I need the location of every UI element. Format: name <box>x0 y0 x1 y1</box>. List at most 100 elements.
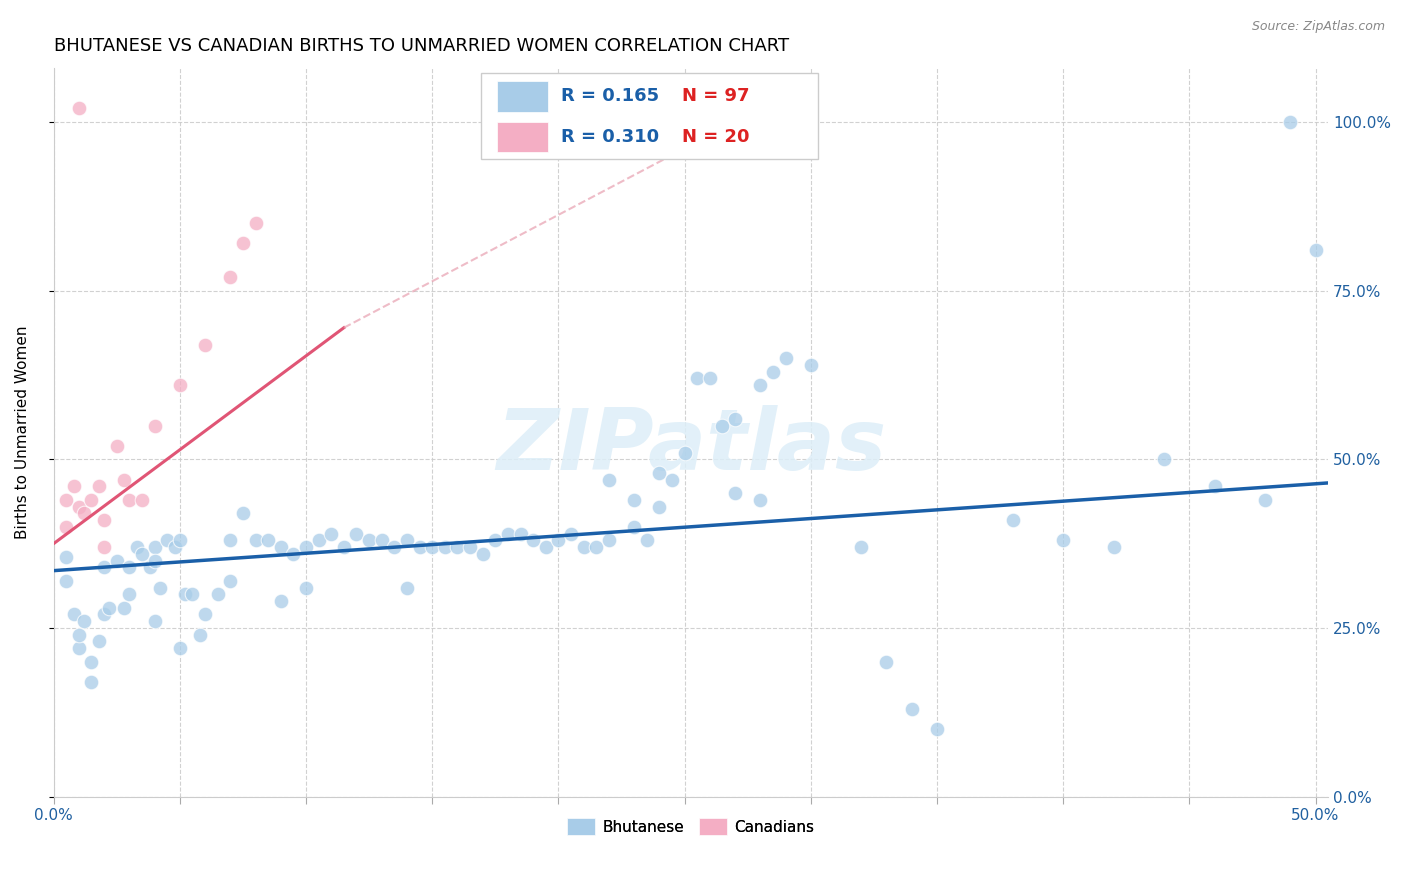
Text: R = 0.165: R = 0.165 <box>561 87 659 105</box>
Point <box>67 500 90 514</box>
Point <box>67 628 90 642</box>
Point <box>433 540 456 554</box>
Point <box>572 540 595 554</box>
Point <box>143 418 166 433</box>
Point <box>118 560 141 574</box>
Point <box>875 655 897 669</box>
Point <box>105 553 128 567</box>
Point <box>648 466 671 480</box>
Point <box>232 506 254 520</box>
Point <box>446 540 468 554</box>
Point <box>636 533 658 548</box>
Point <box>295 540 318 554</box>
Point <box>598 533 620 548</box>
Point <box>131 492 153 507</box>
Point <box>55 550 77 565</box>
Point <box>181 587 204 601</box>
Point <box>207 587 229 601</box>
Point <box>149 581 172 595</box>
Point <box>125 540 148 554</box>
Point <box>188 628 211 642</box>
Point <box>661 473 683 487</box>
Point <box>270 540 292 554</box>
Point <box>395 581 418 595</box>
Point <box>295 581 318 595</box>
Point <box>900 702 922 716</box>
Point <box>138 560 160 574</box>
Point <box>67 641 90 656</box>
Point <box>143 540 166 554</box>
Text: N = 20: N = 20 <box>682 128 749 146</box>
Point <box>370 533 392 548</box>
Point <box>321 526 343 541</box>
Point <box>1254 492 1277 507</box>
Point <box>395 533 418 548</box>
Point <box>232 236 254 251</box>
Point <box>534 540 557 554</box>
Point <box>408 540 430 554</box>
Point <box>194 337 217 351</box>
Point <box>800 358 823 372</box>
Point <box>87 634 110 648</box>
Point <box>156 533 179 548</box>
Point <box>73 614 96 628</box>
Text: ZIPatlas: ZIPatlas <box>496 405 886 489</box>
Text: BHUTANESE VS CANADIAN BIRTHS TO UNMARRIED WOMEN CORRELATION CHART: BHUTANESE VS CANADIAN BIRTHS TO UNMARRIE… <box>53 37 789 55</box>
Text: Source: ZipAtlas.com: Source: ZipAtlas.com <box>1251 20 1385 33</box>
FancyBboxPatch shape <box>498 122 548 153</box>
Point <box>219 270 242 285</box>
Y-axis label: Births to Unmarried Women: Births to Unmarried Women <box>15 326 30 539</box>
Point <box>1305 243 1327 257</box>
Point <box>724 486 747 500</box>
Point <box>673 445 696 459</box>
Point <box>257 533 280 548</box>
Point <box>724 412 747 426</box>
Point <box>98 600 121 615</box>
Point <box>194 607 217 622</box>
Point <box>245 216 267 230</box>
Point <box>143 553 166 567</box>
Point <box>219 533 242 548</box>
Point <box>105 439 128 453</box>
Point <box>749 378 772 392</box>
FancyBboxPatch shape <box>498 81 548 112</box>
Point <box>1204 479 1226 493</box>
Point <box>118 587 141 601</box>
Point <box>484 533 506 548</box>
Point <box>925 722 948 736</box>
Text: R = 0.310: R = 0.310 <box>561 128 659 146</box>
Point <box>851 540 873 554</box>
Point <box>87 479 110 493</box>
Point <box>1153 452 1175 467</box>
Point <box>67 102 90 116</box>
Point <box>1052 533 1074 548</box>
FancyBboxPatch shape <box>481 73 818 159</box>
Point <box>62 479 84 493</box>
Point <box>699 371 721 385</box>
Point <box>333 540 356 554</box>
Point <box>598 473 620 487</box>
Point <box>522 533 544 548</box>
Point <box>93 560 115 574</box>
Point <box>496 526 519 541</box>
Point <box>308 533 330 548</box>
Point <box>112 600 135 615</box>
Point <box>283 547 305 561</box>
Point <box>1102 540 1125 554</box>
Point <box>219 574 242 588</box>
Point <box>382 540 405 554</box>
Point <box>80 492 103 507</box>
Point <box>775 351 797 365</box>
Point <box>131 547 153 561</box>
Point <box>112 473 135 487</box>
Point <box>62 607 84 622</box>
Point <box>93 540 115 554</box>
Point <box>560 526 582 541</box>
Point <box>420 540 443 554</box>
Point <box>245 533 267 548</box>
Point <box>623 492 645 507</box>
Point <box>93 607 115 622</box>
Point <box>173 587 195 601</box>
Point <box>471 547 494 561</box>
Point <box>509 526 531 541</box>
